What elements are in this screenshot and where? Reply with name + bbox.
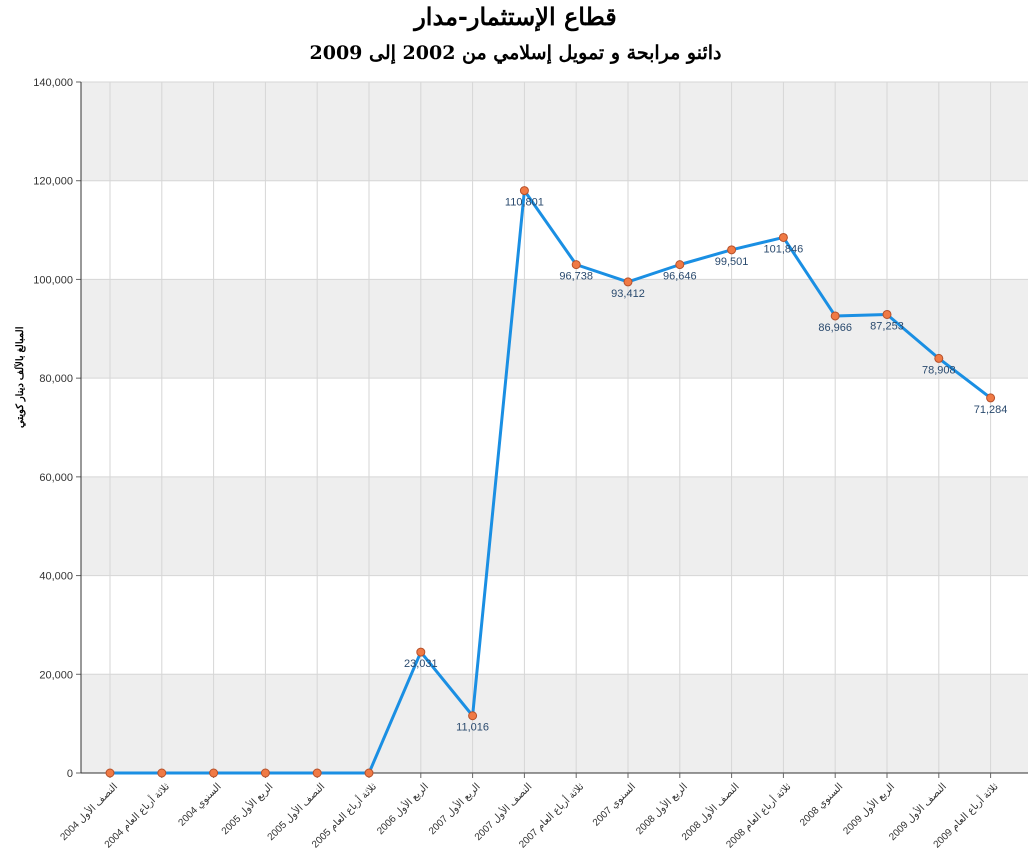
data-point: [416, 647, 426, 657]
chart-subtitle: دائنو مرابحة و تمويل إسلامي من 2002 إلى …: [309, 42, 722, 64]
plot-band: [81, 279, 1028, 379]
y-tick-label: 60,000: [39, 472, 73, 484]
y-tick-label: 20,000: [39, 669, 73, 681]
y-tick-label: 120,000: [33, 176, 73, 188]
data-label: 23,031: [404, 658, 438, 670]
data-point: [778, 232, 788, 242]
data-point: [571, 260, 581, 270]
x-tick-label: الربع الأول 2007: [426, 781, 482, 837]
data-point: [727, 245, 737, 255]
y-tick-label: 80,000: [39, 373, 73, 385]
data-label: 78,908: [922, 364, 956, 376]
data-point: [934, 353, 944, 363]
chart-title: قطاع الإستثمار-مدار: [414, 2, 617, 31]
data-point: [675, 260, 685, 270]
data-point: [364, 768, 374, 778]
data-label: 96,646: [663, 271, 697, 283]
x-tick-label: الربع الأول 2009: [841, 781, 897, 837]
data-point: [519, 186, 529, 196]
data-label: 87,253: [870, 320, 904, 332]
x-tick-label: الربع الأول 2005: [219, 781, 275, 837]
y-tick-label: 40,000: [39, 571, 73, 583]
data-label: 86,966: [818, 322, 852, 334]
data-point: [830, 311, 840, 321]
data-label: 96,738: [559, 271, 593, 283]
x-tick-label: السنوي 2007: [591, 781, 638, 828]
plot-band: [81, 674, 1028, 773]
x-tick-label: الربع الأول 2008: [633, 781, 689, 837]
data-label: 71,284: [974, 404, 1008, 416]
data-point: [157, 768, 167, 778]
data-point: [105, 768, 115, 778]
y-tick-label: 0: [67, 768, 73, 780]
data-label: 110,801: [505, 197, 544, 209]
data-point: [312, 768, 322, 778]
data-point: [468, 711, 478, 721]
plot-band: [81, 476, 1028, 576]
x-tick-label: السنوي 2008: [798, 781, 845, 828]
data-point: [986, 393, 996, 403]
data-point: [623, 277, 633, 287]
plot-band: [81, 82, 1028, 181]
data-point: [882, 309, 892, 319]
data-label: 99,501: [715, 256, 749, 268]
data-label: 11,016: [456, 722, 489, 734]
y-tick-label: 100,000: [33, 274, 73, 286]
data-label: 93,412: [611, 288, 645, 300]
series-line: [110, 189, 992, 775]
data-point: [209, 768, 219, 778]
y-tick-label: 140,000: [33, 77, 73, 89]
data-label: 101,846: [764, 243, 804, 255]
data-point: [260, 768, 270, 778]
x-tick-label: الربع الأول 2006: [374, 781, 430, 837]
x-tick-label: السنوي 2004: [176, 781, 223, 828]
